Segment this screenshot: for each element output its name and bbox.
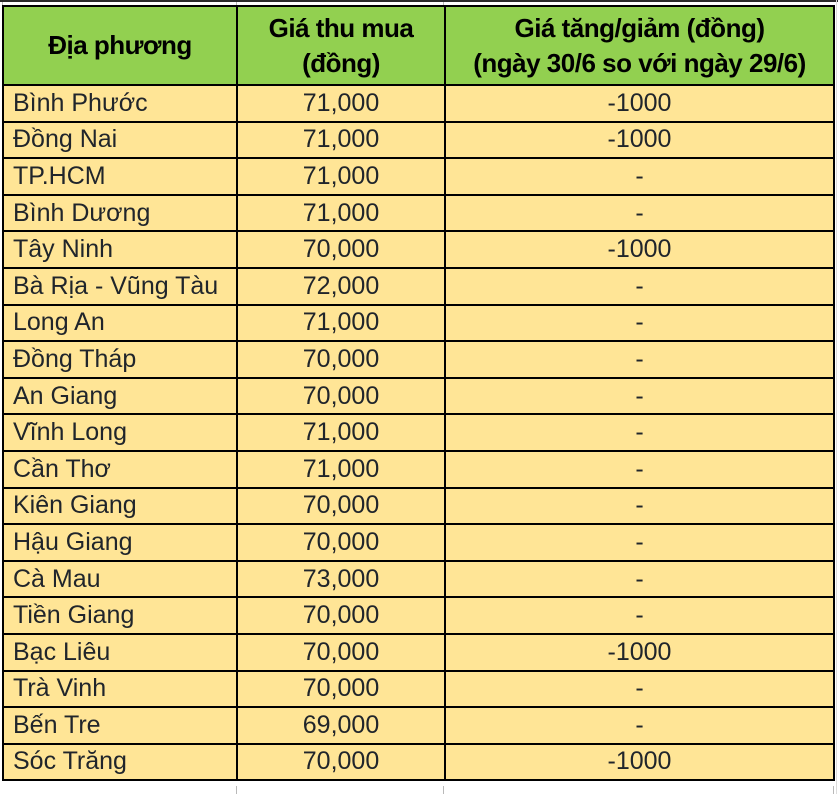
change-cell: - xyxy=(444,376,835,416)
price-cell: 70,000 xyxy=(236,632,446,672)
price-cell: 70,000 xyxy=(236,230,446,269)
col-header-price: Giá thu mua (đồng) xyxy=(236,5,446,86)
table-row: Cà Mau 73,000- xyxy=(2,559,835,599)
change-cell: - xyxy=(444,157,835,196)
col-header-location-label: Địa phương xyxy=(48,30,192,61)
province-cell: Tây Ninh xyxy=(2,230,238,269)
price-cell: 71,000 xyxy=(236,84,446,123)
change-cell: - xyxy=(444,596,835,635)
province-cell: Bà Rịa - Vũng Tàu xyxy=(2,266,238,306)
table-row: An Giang 70,000- xyxy=(2,376,835,416)
change-cell: - xyxy=(444,486,835,526)
price-cell: 71,000 xyxy=(236,193,446,233)
col-header-change-line2: (ngày 30/6 so với ngày 29/6) xyxy=(473,47,806,78)
province-cell: Cà Mau xyxy=(2,559,238,599)
price-cell: 70,000 xyxy=(236,742,446,782)
table-header: Địa phương Giá thu mua (đồng) Giá tăng/g… xyxy=(2,5,835,86)
province-cell: Vĩnh Long xyxy=(2,413,238,452)
price-cell: 71,000 xyxy=(236,157,446,196)
top-edge-gridline xyxy=(0,0,838,2)
gridline-stub xyxy=(833,786,834,794)
table-row: TP.HCM 71,000- xyxy=(2,157,835,196)
province-cell: Hậu Giang xyxy=(2,523,238,562)
province-cell: Sóc Trăng xyxy=(2,742,238,782)
price-cell: 71,000 xyxy=(236,303,446,343)
pig-price-table: Địa phương Giá thu mua (đồng) Giá tăng/g… xyxy=(2,5,835,782)
col-header-change-line1: Giá tăng/giảm (đồng) xyxy=(514,12,766,43)
table-row: Hậu Giang 70,000- xyxy=(2,523,835,562)
province-cell: Bình Dương xyxy=(2,193,238,233)
price-cell: 71,000 xyxy=(236,449,446,489)
gridline-stub xyxy=(236,2,237,6)
province-cell: An Giang xyxy=(2,376,238,416)
province-cell: Bạc Liêu xyxy=(2,632,238,672)
table-body: Bình Phước 71,000 -1000 Đồng Nai 71,000 -1000… xyxy=(2,84,835,782)
table-row: Tây Ninh 70,000 -1000 xyxy=(2,230,835,269)
price-cell: 70,000 xyxy=(236,523,446,562)
change-cell: - xyxy=(444,193,835,233)
table-row: Đồng Tháp 70,000- xyxy=(2,340,835,379)
province-cell: Đồng Tháp xyxy=(2,340,238,379)
table-row: Vĩnh Long 71,000- xyxy=(2,413,835,452)
gridline-right-edge xyxy=(836,0,837,794)
price-cell: 70,000 xyxy=(236,596,446,635)
table-row: Đồng Nai 71,000 -1000 xyxy=(2,120,835,160)
header-row: Địa phương Giá thu mua (đồng) Giá tăng/g… xyxy=(2,5,835,86)
col-header-price-line2: (đồng) xyxy=(302,47,380,78)
price-cell: 71,000 xyxy=(236,120,446,160)
price-cell: 73,000 xyxy=(236,559,446,599)
col-header-price-line1: Giá thu mua xyxy=(268,12,414,43)
change-cell: -1000 xyxy=(444,230,835,269)
change-cell: -1000 xyxy=(444,742,835,782)
price-cell: 70,000 xyxy=(236,340,446,379)
col-header-location: Địa phương xyxy=(2,5,238,86)
table-row: Trà Vinh 70,000- xyxy=(2,669,835,709)
change-cell: -1000 xyxy=(444,84,835,123)
province-cell: Trà Vinh xyxy=(2,669,238,709)
change-cell: - xyxy=(444,340,835,379)
gridline-stub xyxy=(443,786,444,794)
gridline-stub xyxy=(2,2,3,6)
table-row: Tiền Giang 70,000- xyxy=(2,596,835,635)
gridline-stub xyxy=(443,2,444,6)
change-cell: - xyxy=(444,669,835,709)
province-cell: Cần Thơ xyxy=(2,449,238,489)
gridline-stub xyxy=(236,786,237,794)
price-cell: 69,000 xyxy=(236,706,446,745)
change-cell: - xyxy=(444,413,835,452)
table-row: Kiên Giang 70,000- xyxy=(2,486,835,526)
table-row: Cần Thơ 71,000- xyxy=(2,449,835,489)
change-cell: - xyxy=(444,523,835,562)
change-cell: - xyxy=(444,303,835,343)
table-row: Bình Dương 71,000- xyxy=(2,193,835,233)
table-row: Sóc Trăng 70,000 -1000 xyxy=(2,742,835,782)
change-cell: - xyxy=(444,706,835,745)
province-cell: TP.HCM xyxy=(2,157,238,196)
table-row: Bà Rịa - Vũng Tàu 72,000- xyxy=(2,266,835,306)
province-cell: Kiên Giang xyxy=(2,486,238,526)
price-cell: 70,000 xyxy=(236,376,446,416)
price-cell: 70,000 xyxy=(236,486,446,526)
change-cell: -1000 xyxy=(444,120,835,160)
province-cell: Long An xyxy=(2,303,238,343)
change-cell: -1000 xyxy=(444,632,835,672)
price-cell: 70,000 xyxy=(236,669,446,709)
change-cell: - xyxy=(444,266,835,306)
table-row: Long An 71,000- xyxy=(2,303,835,343)
table-row: Bình Phước 71,000 -1000 xyxy=(2,84,835,123)
province-cell: Bình Phước xyxy=(2,84,238,123)
price-cell: 71,000 xyxy=(236,413,446,452)
table-row: Bạc Liêu 70,000 -1000 xyxy=(2,632,835,672)
change-cell: - xyxy=(444,449,835,489)
table-row: Bến Tre 69,000- xyxy=(2,706,835,745)
change-cell: - xyxy=(444,559,835,599)
col-header-change: Giá tăng/giảm (đồng) (ngày 30/6 so với n… xyxy=(444,5,835,86)
province-cell: Tiền Giang xyxy=(2,596,238,635)
province-cell: Bến Tre xyxy=(2,706,238,745)
province-cell: Đồng Nai xyxy=(2,120,238,160)
price-cell: 72,000 xyxy=(236,266,446,306)
